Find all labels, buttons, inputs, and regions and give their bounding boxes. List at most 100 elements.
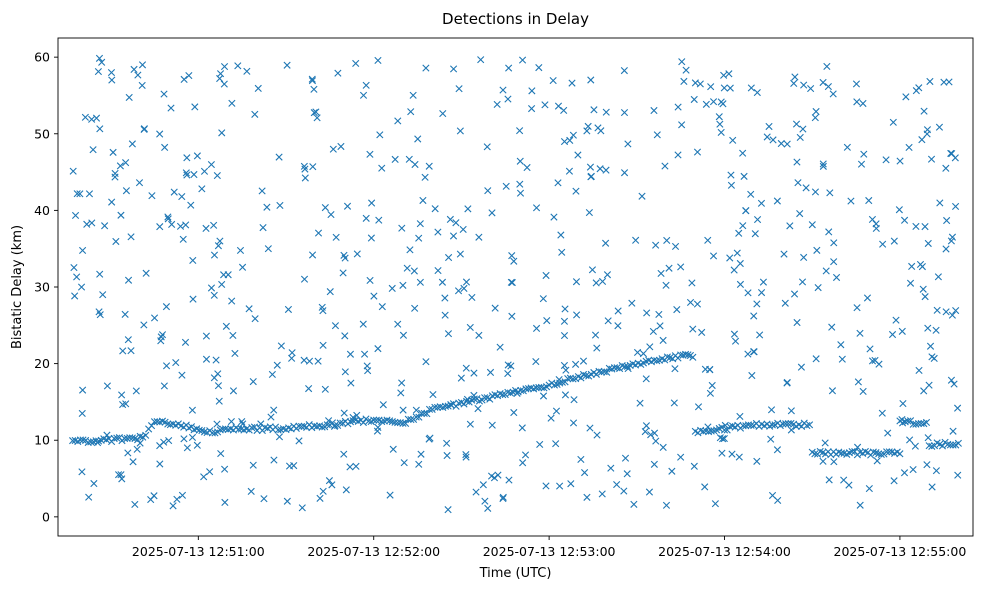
clutter-point	[321, 385, 329, 393]
clutter-point	[535, 64, 543, 72]
clutter-point	[368, 199, 376, 207]
clutter-point	[759, 278, 768, 286]
clutter-point	[124, 449, 132, 457]
clutter-point	[670, 399, 678, 407]
clutter-point	[942, 164, 950, 172]
clutter-point	[352, 59, 360, 68]
clutter-point	[932, 326, 940, 334]
y-tick-label: 40	[34, 203, 50, 218]
clutter-point	[429, 390, 437, 399]
clutter-point	[456, 250, 464, 258]
clutter-point	[822, 267, 830, 275]
track-point	[621, 363, 629, 371]
track-point	[425, 405, 434, 413]
clutter-point	[916, 260, 925, 269]
track-point	[747, 421, 755, 429]
clutter-point	[802, 184, 810, 192]
clutter-point	[691, 79, 699, 87]
clutter-point	[183, 154, 191, 162]
clutter-point	[796, 210, 804, 218]
clutter-point	[162, 303, 171, 311]
clutter-point	[188, 406, 197, 414]
clutter-point	[677, 453, 685, 461]
clutter-point	[661, 162, 669, 170]
clutter-point	[596, 165, 604, 173]
clutter-point	[643, 309, 651, 317]
clutter-point	[951, 202, 960, 211]
clutter-point	[73, 190, 81, 198]
clutter-point	[926, 77, 934, 86]
clutter-point	[135, 179, 144, 187]
clutter-point	[288, 354, 296, 362]
clutter-point	[127, 233, 135, 241]
clutter-point	[729, 136, 737, 144]
clutter-point	[374, 56, 382, 65]
track-point	[506, 389, 515, 397]
y-axis-label: Bistatic Delay (km)	[10, 225, 25, 349]
x-axis: 2025-07-13 12:51:00 2025-07-13 12:52:00 20…	[132, 536, 966, 559]
clutter-point	[178, 371, 186, 379]
clutter-point	[505, 64, 513, 72]
clutter-point	[202, 332, 210, 340]
clutter-point	[77, 283, 86, 291]
clutter-point	[688, 279, 696, 287]
clutter-point	[160, 90, 168, 98]
clutter-point	[224, 271, 232, 279]
clutter-point	[156, 223, 164, 231]
clutter-point	[905, 143, 913, 152]
clutter-point	[642, 375, 650, 383]
clutter-point	[504, 95, 512, 103]
clutter-point	[686, 298, 695, 307]
track-point	[147, 422, 156, 430]
clutter-point	[95, 54, 104, 62]
track-point	[470, 395, 478, 403]
clutter-point	[900, 469, 909, 477]
clutter-point	[942, 308, 950, 316]
clutter-point	[460, 284, 468, 292]
clutter-point	[620, 169, 629, 177]
clutter-point	[504, 361, 512, 369]
clutter-point	[277, 342, 285, 350]
clutter-point	[742, 207, 750, 215]
clutter-point	[161, 143, 169, 151]
clutter-point	[581, 469, 589, 477]
clutter-point	[170, 188, 178, 196]
clutter-point	[334, 69, 342, 77]
clutter-point	[446, 215, 454, 223]
clutter-point	[678, 58, 686, 66]
clutter-point	[228, 297, 236, 305]
clutter-point	[202, 224, 210, 232]
clutter-point	[222, 322, 230, 330]
clutter-point	[318, 303, 326, 311]
clutter-point	[552, 407, 561, 415]
clutter-point	[496, 343, 504, 351]
clutter-point	[132, 387, 140, 395]
clutter-point	[340, 251, 348, 259]
clutter-point	[656, 322, 664, 330]
clutter-point	[767, 435, 775, 443]
clutter-point	[826, 189, 834, 197]
clutter-point	[682, 66, 690, 74]
clutter-point	[362, 214, 370, 222]
clutter-point	[633, 348, 642, 357]
clutter-point	[319, 487, 327, 495]
clutter-point	[422, 64, 430, 72]
clutter-point	[707, 83, 715, 91]
clutter-point	[220, 62, 229, 71]
y-tick-label: 60	[34, 50, 50, 65]
clutter-point	[98, 58, 106, 66]
clutter-point	[753, 300, 761, 308]
clutter-point	[569, 131, 577, 139]
track-point	[577, 374, 585, 382]
clutter-point	[310, 109, 318, 117]
track-point	[702, 427, 710, 435]
clutter-point	[719, 100, 727, 108]
clutter-point	[441, 311, 449, 319]
clutter-point	[488, 421, 496, 429]
clutter-point	[945, 78, 953, 86]
clutter-point	[573, 311, 581, 319]
clutter-point	[263, 203, 271, 211]
clutter-point	[536, 440, 544, 449]
clutter-point	[301, 165, 309, 173]
clutter-point	[598, 277, 607, 286]
